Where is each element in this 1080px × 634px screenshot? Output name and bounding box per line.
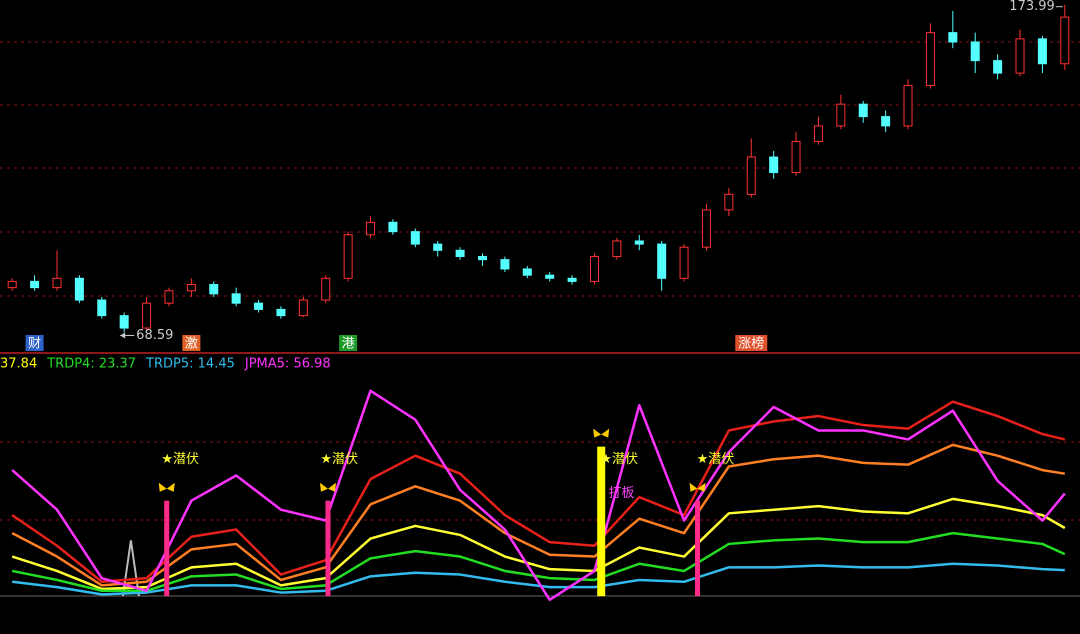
- event-tag: 财: [28, 337, 41, 352]
- indicator-line: [11, 389, 1066, 602]
- candle-body: [74, 277, 84, 301]
- candle-body: [679, 246, 689, 279]
- event-tag: 港: [342, 337, 355, 352]
- butterfly-icon: [689, 482, 706, 492]
- indicator-value: 37.84: [0, 357, 37, 372]
- candle-body: [881, 116, 891, 127]
- candle-body: [1060, 16, 1070, 65]
- signal-annotation: ★潜伏: [697, 452, 735, 467]
- candle-body: [231, 293, 241, 304]
- signal-bar: [597, 446, 606, 597]
- candle-body: [119, 315, 129, 329]
- signal-bar: [325, 500, 331, 597]
- candle-body: [478, 256, 488, 261]
- candle-body: [903, 85, 913, 127]
- candle-body: [164, 290, 174, 304]
- candle-body: [791, 140, 801, 174]
- candle-body: [522, 268, 532, 276]
- candle-body: [1037, 38, 1047, 65]
- candle-body: [97, 299, 107, 317]
- spike: [121, 540, 140, 597]
- candle-body: [724, 193, 734, 211]
- candle-body: [813, 125, 823, 142]
- candle-body: [567, 277, 577, 282]
- low-price-label: 68.59: [136, 328, 173, 343]
- candle-body: [276, 308, 286, 317]
- signal-bar: [164, 500, 170, 597]
- event-tag-bg: [182, 335, 201, 351]
- signal-annotation: ★潜伏: [161, 452, 199, 467]
- candle-body: [186, 284, 196, 292]
- candle-body: [545, 274, 555, 279]
- candle-body: [612, 240, 622, 258]
- indicator-value: TRDP5: 14.45: [145, 357, 235, 372]
- candle-body: [321, 277, 331, 301]
- candle-body: [1015, 38, 1025, 74]
- candle-body: [30, 280, 40, 289]
- candle-body: [500, 259, 510, 270]
- candle-body: [433, 243, 443, 251]
- event-tag: 涨榜: [738, 336, 764, 352]
- event-tag-bg: [25, 335, 44, 351]
- signal-annotation: ★潜伏: [320, 452, 358, 467]
- candle-body: [925, 32, 935, 87]
- indicator-line: [11, 400, 1066, 584]
- candle-body: [142, 302, 152, 329]
- butterfly-icon: [319, 482, 336, 492]
- butterfly-icon: [593, 428, 610, 438]
- candle-body: [343, 234, 353, 279]
- candle-body: [209, 284, 219, 295]
- candle-body: [701, 209, 711, 248]
- candle-body: [970, 41, 980, 62]
- event-tag-bg: [735, 335, 768, 351]
- event-tag: 激: [185, 337, 198, 352]
- low-price-arrow: [120, 332, 126, 339]
- candle-body: [858, 103, 868, 118]
- candle-body: [52, 277, 62, 289]
- candle-body: [410, 231, 420, 245]
- candle-body: [836, 103, 846, 127]
- candle-body: [366, 221, 376, 236]
- candle-body: [455, 249, 465, 258]
- indicator-line: [11, 531, 1066, 593]
- signal-annotation: ★潜伏: [600, 452, 638, 467]
- indicator-line: [12, 562, 1065, 596]
- candle-body: [948, 32, 958, 43]
- signal-bar: [695, 500, 701, 597]
- candle-body: [769, 156, 779, 174]
- candle-body: [589, 256, 599, 282]
- signal-annotation: 打板: [608, 486, 634, 501]
- candle-body: [657, 243, 667, 279]
- butterfly-icon: [158, 482, 175, 492]
- indicator-value: JPMA5: 56.98: [244, 357, 331, 372]
- high-price-label: 173.99: [1009, 0, 1055, 14]
- indicator-line: [11, 443, 1065, 587]
- candle-body: [298, 299, 308, 317]
- indicator-line: [11, 497, 1066, 591]
- event-tag-bg: [339, 335, 358, 351]
- indicator-value: TRDP4: 23.37: [46, 357, 136, 372]
- candle-body: [746, 156, 756, 195]
- candle-body: [634, 240, 644, 245]
- candle-body: [7, 280, 17, 289]
- candle-body: [993, 60, 1003, 74]
- candle-body: [254, 302, 264, 310]
- candle-body: [388, 221, 398, 233]
- grid: [0, 41, 1080, 521]
